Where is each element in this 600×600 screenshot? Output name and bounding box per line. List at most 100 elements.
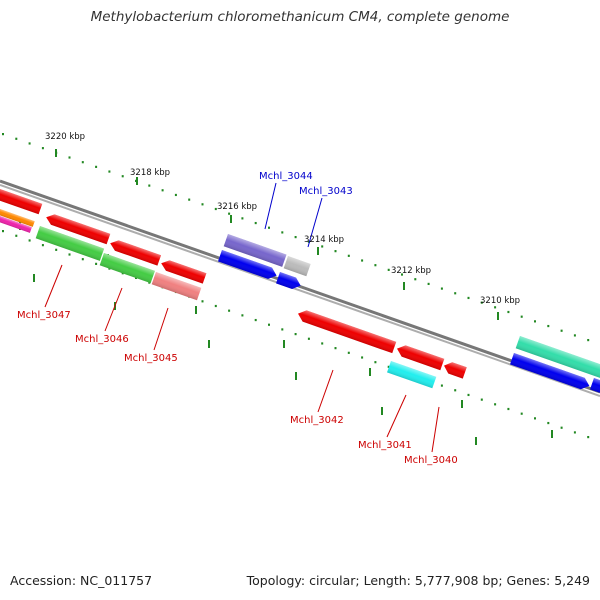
- gene-arrow-shade: [283, 256, 311, 277]
- gene-arrow-shade: [276, 272, 301, 289]
- gene-feature[interactable]: [395, 343, 445, 371]
- scale-dot: [68, 156, 71, 159]
- gene-arrow-shade: [223, 234, 287, 267]
- gene-feature[interactable]: [108, 238, 162, 266]
- scale-dot: [520, 315, 523, 318]
- scale-dot: [414, 278, 417, 281]
- gene-label[interactable]: Mchl_3047: [17, 310, 71, 321]
- scale-dot: [15, 234, 18, 237]
- scale-dot: [387, 365, 390, 368]
- scale-dot: [2, 133, 4, 136]
- scale-dot: [68, 253, 71, 256]
- tick-label: 3218 kbp: [130, 168, 170, 178]
- scale-dot: [401, 273, 403, 276]
- gene-label[interactable]: Mchl_3045: [124, 353, 178, 364]
- scale-dot: [2, 230, 4, 233]
- gene-arrow-shade: [298, 310, 397, 354]
- scale-dot: [174, 193, 177, 197]
- scale-dot: [268, 323, 270, 326]
- scale-dots-inner: [2, 230, 590, 439]
- gene-feature[interactable]: [442, 360, 467, 379]
- scale-dot: [480, 398, 483, 401]
- scale-dot: [95, 165, 98, 168]
- scale-dot: [494, 306, 497, 309]
- scale-dot: [321, 342, 324, 345]
- scale-dot: [347, 351, 350, 354]
- gene-feature[interactable]: [223, 234, 287, 267]
- gene-arrow-shade: [46, 214, 111, 245]
- scale-dot: [587, 338, 590, 342]
- gene-feature[interactable]: [44, 212, 111, 245]
- leader-line: [386, 394, 407, 438]
- gene-arrow-shade: [110, 240, 162, 266]
- scale-dot: [214, 304, 217, 308]
- gene-feature[interactable]: [159, 258, 207, 284]
- scale-dot: [334, 250, 337, 253]
- gene-label[interactable]: Mchl_3040: [404, 455, 458, 466]
- scale-dot: [15, 137, 18, 140]
- scale-dot: [361, 356, 364, 359]
- gene-arrow-shade: [387, 361, 437, 389]
- gene-arrow-shade: [161, 260, 207, 284]
- gene-feature[interactable]: [35, 226, 105, 261]
- gene-arrow-shade: [397, 345, 445, 371]
- scale-dot: [201, 203, 204, 206]
- scale-dot: [148, 184, 151, 187]
- scale-dot: [480, 301, 483, 304]
- gene-arrow-shade: [444, 362, 467, 379]
- gene-arrow-shade: [0, 209, 32, 233]
- gene-arrow-shade: [590, 378, 600, 394]
- gene-feature[interactable]: [276, 272, 303, 291]
- gene-feature[interactable]: [510, 353, 591, 392]
- leader-line: [307, 197, 323, 248]
- scale-dot: [427, 282, 430, 286]
- scale-dot: [374, 361, 377, 364]
- gene-label[interactable]: Mchl_3046: [75, 334, 129, 345]
- scale-dot: [507, 310, 510, 314]
- gene-feature[interactable]: [99, 253, 155, 284]
- scale-dot: [387, 268, 390, 271]
- gene-feature[interactable]: [0, 182, 43, 215]
- gene-label[interactable]: Mchl_3041: [358, 440, 412, 451]
- tick-label: 3212 kbp: [391, 266, 431, 276]
- scale-dot: [560, 329, 563, 332]
- gene-feature[interactable]: [296, 308, 397, 354]
- scale-dot: [307, 240, 310, 243]
- scale-dot: [467, 296, 470, 300]
- scale-dot: [361, 259, 364, 262]
- kbp-ticks: [19, 149, 553, 445]
- gene-feature[interactable]: [0, 209, 32, 233]
- genome-backbone: [0, 179, 600, 397]
- gene-arrow-shade: [510, 353, 590, 390]
- gene-feature[interactable]: [590, 378, 600, 396]
- scale-dot: [214, 207, 217, 211]
- accession-text: Accession: NC_011757: [10, 573, 153, 588]
- scale-dot: [440, 287, 443, 290]
- scale-dot: [534, 320, 536, 323]
- scale-dot: [228, 212, 231, 215]
- scale-dot: [281, 328, 284, 331]
- scale-dot: [41, 244, 44, 247]
- scale-dot: [534, 417, 536, 420]
- gene-feature[interactable]: [387, 361, 437, 389]
- gene-feature[interactable]: [283, 256, 311, 277]
- tick-label: 3210 kbp: [480, 296, 520, 306]
- scale-dot: [241, 217, 244, 220]
- gene-label[interactable]: Mchl_3044: [259, 171, 313, 182]
- gene-label[interactable]: Mchl_3042: [290, 415, 344, 426]
- scale-dot: [161, 189, 164, 192]
- leader-line: [104, 287, 123, 332]
- gene-feature[interactable]: [515, 336, 600, 380]
- scale-dot: [573, 431, 576, 434]
- label-leaders: [44, 182, 440, 453]
- gene-label[interactable]: Mchl_3043: [299, 186, 353, 197]
- tick-label: 3220 kbp: [45, 132, 85, 142]
- scale-dot: [587, 435, 590, 439]
- scale-dot: [507, 407, 510, 411]
- scale-dot: [334, 347, 337, 350]
- gene-feature[interactable]: [218, 250, 279, 281]
- scale-dot: [560, 426, 563, 429]
- gene-feature[interactable]: [0, 202, 35, 227]
- gene-feature[interactable]: [151, 272, 202, 301]
- scale-dot: [268, 226, 270, 229]
